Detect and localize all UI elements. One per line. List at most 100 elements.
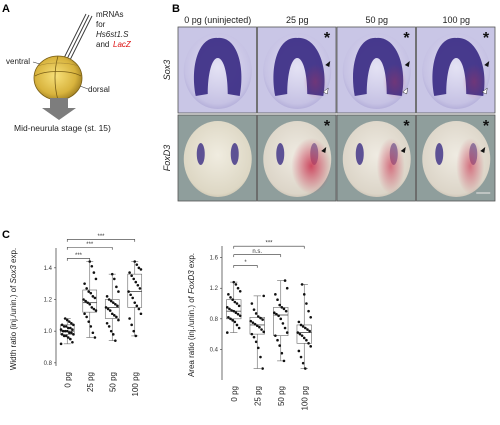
foxd3-embryo-image-3: * [416,114,496,202]
data-point [132,329,136,333]
sox3-embryo-image-0 [177,26,257,114]
data-point [250,302,254,305]
y-tick-label: 1.6 [210,256,219,262]
x-category-label-2: 50 pg [277,386,286,406]
data-point [299,323,303,327]
data-point [86,301,89,304]
row-label-foxd3: FoxD3 [162,145,172,172]
data-point [63,329,67,333]
data-point [133,260,137,263]
ventral-label: ventral [6,57,30,66]
data-point [252,308,256,311]
data-point [276,338,279,342]
y-tick-label: 1.2 [44,298,53,304]
data-point [68,331,71,335]
data-point [89,325,93,328]
data-point [252,335,256,339]
mrna-label-line2: for [96,20,106,29]
mrna-label-line1: mRNAs [96,10,124,19]
sox3-embryo-image-3: * [416,26,496,114]
data-point [227,315,230,319]
data-point [87,290,91,293]
data-point [130,323,133,327]
data-point [284,309,288,313]
significance-bracket-2: *** [66,253,91,261]
data-point [238,289,242,293]
ventral-pointer [32,61,41,65]
x-category-label-0: 0 pg [230,386,239,402]
data-point [260,328,263,331]
data-point [72,323,75,327]
data-point [93,296,97,300]
significance-label: *** [75,253,83,259]
sox3-embryo-image-1: * [257,26,337,114]
data-point [107,298,111,301]
gene-lacz-label: LacZ [113,40,132,49]
panel-b-embryo-grid: 0 pg (uninjected) 25 pg 50 pg 100 pg Sox3 Fox… [162,15,496,202]
data-point [229,296,232,299]
data-point [115,315,118,319]
data-point [91,331,95,335]
data-point [228,307,231,311]
data-point [305,302,308,305]
data-point [139,268,143,271]
data-point [251,321,255,324]
data-point [279,317,283,321]
data-point [249,319,253,323]
data-point [134,280,138,284]
data-point [85,287,88,290]
data-point [59,342,63,346]
data-point [234,283,238,286]
data-point [128,271,131,274]
data-point [281,322,285,325]
data-point [297,320,301,324]
data-point [115,285,118,289]
data-point [257,315,260,318]
data-point [137,266,141,270]
data-point [68,320,71,323]
data-point [304,367,307,370]
significance-bracket-0: *** [66,234,136,242]
data-point [283,279,287,282]
data-point [309,315,313,319]
y-tick-label: 0.8 [44,361,53,367]
data-point [111,333,115,336]
data-point [94,309,98,312]
data-point [274,293,277,296]
data-point [88,302,92,306]
data-point [302,336,306,340]
y-axis-label: Area ratio (inj./unin.) of FoxD3 exp. [187,253,196,377]
data-point [301,325,305,328]
data-point [129,293,132,297]
significance-label: n.s. [252,249,262,255]
data-point [109,329,113,333]
data-point [66,336,70,339]
data-point [117,290,120,293]
data-point [110,312,114,316]
data-point [300,334,304,337]
significance-bracket-2: * [233,260,258,268]
significance-label: *** [86,242,94,248]
panel-label-a: A [2,3,10,15]
data-point [262,330,266,334]
data-point [106,307,110,311]
data-point [254,340,258,344]
panel-a-schematic: ventral dorsal mRNAs for Hs6st1.S and La… [6,10,132,133]
data-point [60,323,64,327]
data-point [61,329,65,333]
data-point [257,346,260,350]
data-point [91,295,95,298]
row-label-sox3: Sox3 [162,60,172,81]
data-point [90,264,94,268]
box-1 [249,295,265,369]
gene-hs6st1-label: Hs6st1.S [96,30,129,39]
data-point [134,334,138,338]
box-0 [226,281,242,333]
data-point [302,293,306,296]
panel-label-b: B [172,3,180,15]
data-point [262,294,266,298]
data-point [104,306,108,309]
data-point [138,287,142,290]
box-1 [82,261,98,338]
data-point [275,312,278,316]
